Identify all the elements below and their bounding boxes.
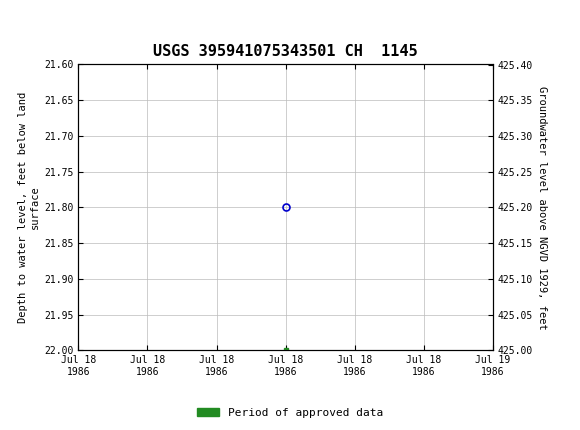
Text: USGS: USGS [41, 13, 100, 32]
Title: USGS 395941075343501 CH  1145: USGS 395941075343501 CH 1145 [153, 44, 418, 59]
Bar [0, 0, 38, 45]
Legend: Period of approved data: Period of approved data [193, 403, 387, 422]
Y-axis label: Depth to water level, feet below land
surface: Depth to water level, feet below land su… [19, 92, 40, 323]
Y-axis label: Groundwater level above NGVD 1929, feet: Groundwater level above NGVD 1929, feet [537, 86, 548, 329]
